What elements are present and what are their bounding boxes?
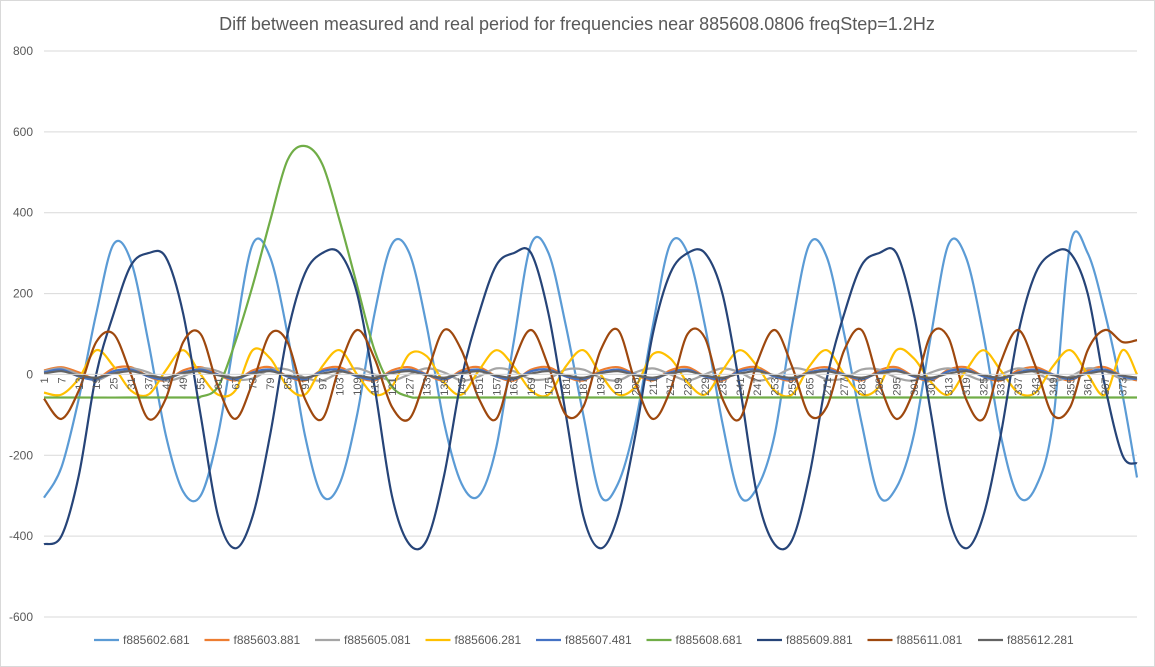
legend-label: f885605.081 (344, 633, 411, 647)
y-tick-label: -600 (9, 610, 33, 624)
x-tick-label: 85 (283, 377, 295, 389)
x-tick-label: 19 (91, 377, 103, 389)
x-tick-label: 277 (839, 377, 851, 395)
x-tick-label: 169 (526, 377, 538, 395)
x-tick-label: 157 (491, 377, 503, 395)
x-tick-label: 235 (717, 377, 729, 395)
x-tick-label: 61 (213, 377, 225, 389)
x-tick-label: 133 (422, 377, 434, 395)
x-tick-label: 331 (996, 377, 1008, 395)
x-tick-label: 271 (822, 377, 834, 395)
y-tick-label: 0 (26, 367, 33, 381)
x-tick-label: 337 (1013, 377, 1025, 395)
x-tick-label: 229 (700, 377, 712, 395)
x-tick-label: 25 (109, 377, 121, 389)
chart-title: Diff between measured and real period fo… (219, 14, 935, 34)
y-tick-label: 600 (13, 125, 33, 139)
x-tick-label: 307 (926, 377, 938, 395)
legend-label: f885603.881 (234, 633, 301, 647)
series-lines (43, 144, 1139, 551)
x-tick-label: 67 (230, 377, 242, 389)
x-tick-label: 115 (370, 377, 382, 395)
y-tick-label: 200 (13, 287, 33, 301)
x-tick-label: 43 (161, 377, 173, 389)
legend-label: f885608.681 (676, 633, 743, 647)
x-tick-label: 7 (56, 377, 68, 383)
x-tick-label: 313 (944, 377, 956, 395)
x-tick-label: 37 (143, 377, 155, 389)
x-tick-label: 31 (126, 377, 138, 389)
x-tick-label: 373 (1118, 377, 1130, 395)
x-tick-label: 199 (613, 377, 625, 395)
x-tick-label: 289 (874, 377, 886, 395)
y-tick-label: 400 (13, 206, 33, 220)
x-tick-label: 361 (1083, 377, 1095, 395)
series-line-f885608.681 (43, 144, 1137, 399)
y-tick-label: 800 (13, 44, 33, 58)
x-axis: 1 7 13 19 25 31 37 43 49 55 61 67 73 79 85 91 97 103 109 11… (39, 373, 1137, 396)
x-tick-label: 127 (404, 377, 416, 395)
legend-label: f885609.881 (786, 633, 853, 647)
x-tick-label: 97 (317, 377, 329, 389)
y-tick-label: -200 (9, 448, 33, 462)
x-tick-label: 325 (978, 377, 990, 395)
x-tick-label: 301 (909, 377, 921, 395)
series-line-f885609.881 (43, 247, 1138, 551)
x-tick-label: 163 (509, 377, 521, 395)
x-tick-label: 211 (648, 377, 660, 395)
x-tick-label: 175 (543, 377, 555, 395)
legend-label: f885602.681 (123, 633, 190, 647)
x-tick-label: 259 (787, 377, 799, 395)
legend-label: f885606.281 (455, 633, 522, 647)
x-tick-label: 55 (196, 377, 208, 389)
x-tick-label: 181 (561, 377, 573, 395)
x-tick-label: 319 (961, 377, 973, 395)
x-tick-label: 121 (387, 377, 399, 395)
series-line-f885611.081 (43, 327, 1138, 422)
x-tick-label: 73 (248, 377, 260, 389)
x-tick-label: 295 (891, 377, 903, 395)
series-line-f885612.281 (43, 370, 1138, 379)
legend-label: f885611.081 (897, 633, 963, 647)
x-tick-label: 217 (665, 377, 677, 395)
x-tick-label: 187 (578, 377, 590, 395)
x-tick-label: 355 (1065, 377, 1077, 395)
x-tick-label: 79 (265, 377, 277, 389)
x-tick-label: 349 (1048, 377, 1060, 395)
x-tick-label: 109 (352, 377, 364, 395)
x-tick-label: 265 (804, 377, 816, 395)
x-tick-label: 241 (735, 377, 747, 395)
x-tick-label: 247 (752, 377, 764, 395)
x-tick-label: 13 (74, 377, 86, 389)
x-tick-label: 103 (335, 377, 347, 395)
x-tick-label: 49 (178, 377, 190, 389)
x-tick-label: 91 (300, 377, 312, 389)
gridlines (44, 50, 1137, 618)
x-tick-label: 367 (1100, 377, 1112, 395)
x-tick-label: 193 (596, 377, 608, 395)
x-tick-label: 283 (857, 377, 869, 395)
x-tick-label: 145 (456, 377, 468, 395)
y-axis: -600 -400 -200 0 200 400 600 800 (9, 44, 33, 624)
y-tick-label: -400 (9, 529, 33, 543)
x-tick-label: 343 (1031, 377, 1043, 395)
series-line-f885606.281 (43, 347, 1138, 398)
x-tick-label: 1 (39, 377, 51, 383)
x-tick-label: 139 (439, 377, 451, 395)
legend: f885602.681 f885603.881 f885605.081 f885606… (94, 633, 1074, 647)
x-tick-label: 151 (474, 377, 486, 395)
x-tick-label: 223 (683, 377, 695, 395)
legend-label: f885612.281 (1007, 633, 1074, 647)
x-tick-label: 253 (770, 377, 782, 395)
x-tick-label: 205 (630, 377, 642, 395)
series-line-f885602.681 (43, 230, 1139, 503)
legend-label: f885607.481 (565, 633, 632, 647)
